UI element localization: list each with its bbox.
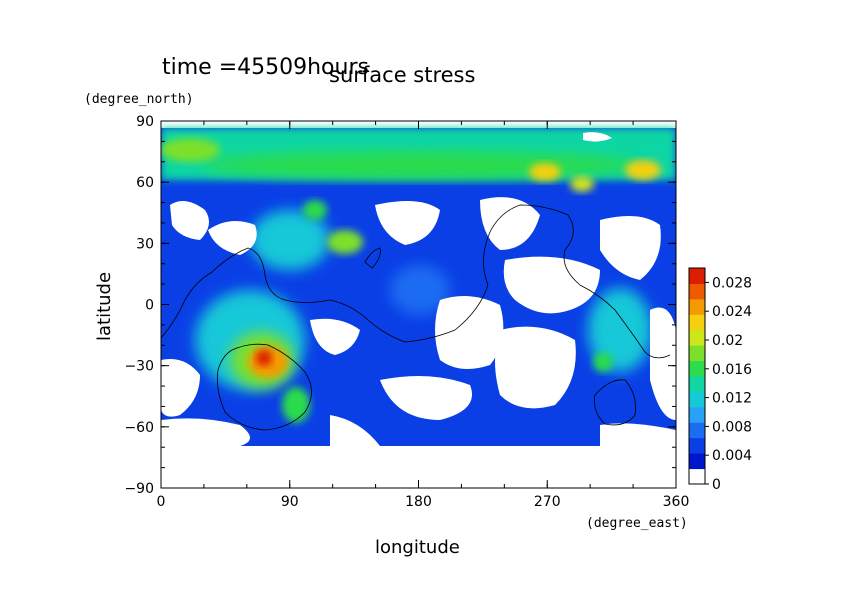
field-feature-11 bbox=[390, 265, 450, 315]
colorbar-swatch bbox=[689, 268, 705, 284]
field-feature-2 bbox=[327, 230, 363, 254]
y-tick-label: −60 bbox=[124, 420, 154, 436]
field-north-green-west bbox=[161, 138, 220, 162]
colorbar-swatch bbox=[689, 283, 705, 300]
time-label: time =45509hours bbox=[162, 55, 369, 80]
field-north-hot-1 bbox=[529, 163, 561, 181]
y-tick-label: 60 bbox=[136, 175, 154, 191]
y-axis-label: latitude bbox=[94, 272, 115, 341]
y-tick-label: 30 bbox=[136, 236, 154, 252]
tick-layer bbox=[160, 120, 677, 489]
colorbar-tick-label: 0.02 bbox=[712, 333, 743, 349]
x-tick-label: 90 bbox=[281, 494, 299, 510]
x-tick-label: 270 bbox=[534, 494, 561, 510]
colorbar-swatch bbox=[689, 360, 705, 377]
x-tick-label: 180 bbox=[405, 494, 432, 510]
field-zero-regions bbox=[161, 132, 676, 488]
colorbar-tick-label: 0.012 bbox=[712, 391, 752, 407]
colorbar-tick-label: 0.008 bbox=[712, 419, 752, 435]
field-feature-7 bbox=[256, 350, 272, 366]
colorbar-swatch bbox=[689, 376, 705, 392]
colorbar-swatch bbox=[689, 298, 705, 315]
colorbar-tick-label: 0.016 bbox=[712, 362, 752, 378]
y-tick-label: 90 bbox=[136, 114, 154, 130]
colorbar-tick-label: 0.024 bbox=[712, 304, 752, 320]
x-axis-label: longitude bbox=[375, 537, 460, 558]
colorbar-tick-label: 0.004 bbox=[712, 448, 752, 464]
y-tick-label: −30 bbox=[124, 359, 154, 375]
field-feature-3 bbox=[303, 200, 327, 220]
y-tick-label: −90 bbox=[124, 481, 154, 497]
field-feature-8 bbox=[282, 387, 310, 423]
y-unit-label: (degree_north) bbox=[84, 92, 194, 107]
field-north-hot-3 bbox=[625, 160, 661, 180]
x-tick-label: 0 bbox=[157, 494, 166, 510]
colorbar-swatch bbox=[689, 406, 705, 423]
colorbar-swatch bbox=[689, 437, 705, 454]
colorbar-swatch bbox=[689, 391, 705, 408]
stress-field bbox=[161, 128, 676, 488]
tick-label-layer: 0 90 180 270 360 90 60 30 0 −30 −60 −90 bbox=[124, 114, 689, 510]
y-tick-label: 0 bbox=[145, 298, 154, 314]
colorbar-swatch bbox=[689, 314, 705, 331]
colorbar-swatch bbox=[689, 345, 705, 362]
x-tick-label: 360 bbox=[663, 494, 690, 510]
field-north-hot-2 bbox=[570, 176, 594, 192]
colorbar-tick-label: 0 bbox=[712, 477, 721, 493]
colorbar-swatch bbox=[689, 453, 705, 470]
x-unit-label: (degree_east) bbox=[586, 516, 688, 531]
colorbar-tick-label: 0.028 bbox=[712, 275, 752, 291]
field-north-green bbox=[200, 151, 640, 179]
coastlines bbox=[161, 204, 671, 431]
colorbar-swatch bbox=[689, 422, 705, 439]
colorbar-swatch bbox=[689, 329, 705, 346]
field-feature-10 bbox=[593, 352, 613, 372]
colorbar: 0.028 0.024 0.02 0.016 0.012 0.008 0.004 0 bbox=[688, 267, 752, 493]
field-feature-9 bbox=[588, 288, 652, 372]
colorbar-swatch bbox=[689, 468, 705, 485]
chart-title: surface stress bbox=[329, 63, 475, 87]
colorbar-frame bbox=[688, 267, 706, 485]
field-feature-1 bbox=[250, 210, 330, 270]
